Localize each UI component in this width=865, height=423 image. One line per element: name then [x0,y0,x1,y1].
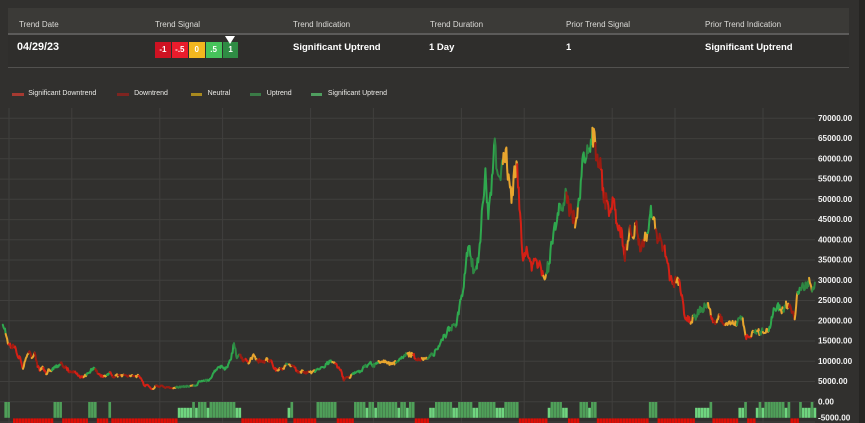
svg-text:5000.00: 5000.00 [818,377,848,386]
svg-text:35000.00: 35000.00 [818,256,853,265]
svg-text:70000.00: 70000.00 [818,114,853,123]
svg-text:-5000.00: -5000.00 [818,414,851,423]
svg-text:45000.00: 45000.00 [818,215,853,224]
svg-text:55000.00: 55000.00 [818,175,853,184]
svg-text:20000.00: 20000.00 [818,316,853,325]
svg-text:0.00: 0.00 [818,397,834,406]
svg-text:65000.00: 65000.00 [818,134,853,143]
svg-text:40000.00: 40000.00 [818,235,853,244]
svg-text:50000.00: 50000.00 [818,195,853,204]
svg-text:10000.00: 10000.00 [818,357,853,366]
svg-text:30000.00: 30000.00 [818,276,853,285]
svg-text:15000.00: 15000.00 [818,337,853,346]
svg-text:25000.00: 25000.00 [818,296,853,305]
svg-text:60000.00: 60000.00 [818,154,853,163]
